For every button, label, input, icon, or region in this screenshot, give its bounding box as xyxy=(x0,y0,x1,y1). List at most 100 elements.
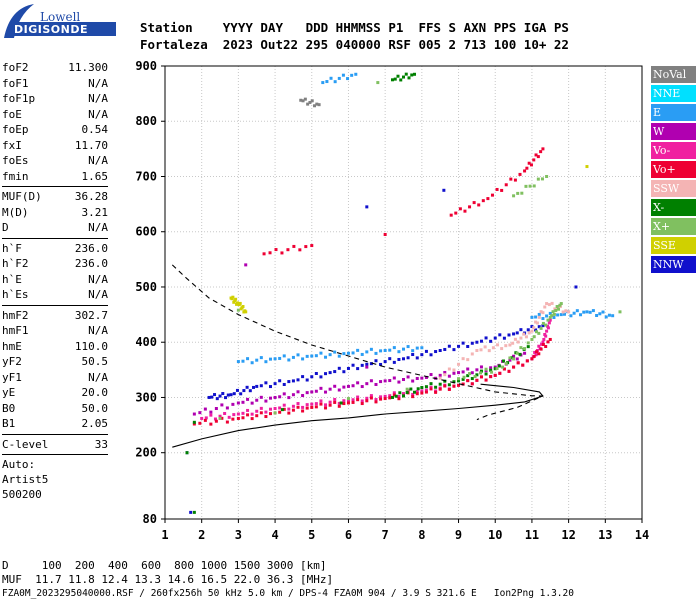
data-point xyxy=(526,341,530,345)
param-row: hmF2 302.7 xyxy=(2,308,108,324)
data-point xyxy=(547,321,551,325)
data-point xyxy=(303,97,307,101)
param-name: foF2 xyxy=(2,61,29,74)
data-point xyxy=(575,309,579,313)
data-point xyxy=(235,388,239,392)
data-point xyxy=(501,359,505,363)
data-point xyxy=(360,385,364,389)
data-point xyxy=(236,401,240,405)
data-point xyxy=(475,368,479,372)
data-point xyxy=(337,366,341,370)
param-divider xyxy=(2,186,108,187)
data-point xyxy=(365,350,369,354)
y-tick-label: 500 xyxy=(135,280,157,294)
auto-line: Auto: xyxy=(2,458,36,471)
data-point xyxy=(406,375,410,379)
data-point xyxy=(250,401,254,405)
data-point xyxy=(273,395,277,399)
param-value: 1.65 xyxy=(81,169,109,183)
data-point xyxy=(192,422,196,426)
plot-frame xyxy=(164,65,643,520)
data-point xyxy=(291,393,295,397)
data-point xyxy=(523,169,527,173)
param-row: fmin 1.65 xyxy=(2,169,108,185)
data-point xyxy=(484,367,488,371)
data-point xyxy=(365,362,369,366)
data-point xyxy=(374,398,378,402)
data-point xyxy=(537,325,541,329)
data-point xyxy=(507,369,511,373)
data-point xyxy=(351,400,355,404)
data-point xyxy=(501,365,505,369)
data-point xyxy=(341,73,345,77)
data-point xyxy=(388,379,392,383)
data-point xyxy=(310,244,314,248)
data-point xyxy=(246,397,250,401)
data-point xyxy=(504,344,508,348)
data-point xyxy=(342,399,346,403)
data-point xyxy=(515,331,519,335)
x-tick-label: 14 xyxy=(635,528,649,542)
data-point xyxy=(365,396,369,400)
data-point xyxy=(404,72,408,76)
data-point xyxy=(369,379,373,383)
data-point xyxy=(231,295,235,299)
data-point xyxy=(508,356,512,360)
data-point xyxy=(548,318,552,322)
data-point xyxy=(392,360,396,364)
data-point xyxy=(296,390,300,394)
data-point xyxy=(360,363,364,367)
data-point xyxy=(442,188,446,192)
data-point xyxy=(457,379,461,383)
header-labels: Station YYYY DAY DDD HHMMSS P1 FFS S AXN… xyxy=(140,20,569,35)
data-point xyxy=(390,78,394,82)
data-point xyxy=(236,416,240,420)
data-point xyxy=(213,393,217,397)
data-point xyxy=(328,387,332,391)
data-point xyxy=(209,410,213,414)
data-point xyxy=(546,326,550,330)
param-name: foF1p xyxy=(2,92,36,105)
y-tick-label: 600 xyxy=(135,225,157,239)
data-point xyxy=(299,98,303,102)
data-point xyxy=(321,81,325,85)
data-point xyxy=(406,345,410,349)
param-row: foF2 11.300 xyxy=(2,60,108,76)
param-row: foEp 0.54 xyxy=(2,122,108,138)
data-point xyxy=(523,351,527,355)
data-point xyxy=(546,324,550,328)
data-point xyxy=(518,172,522,176)
param-value: 236.0 xyxy=(74,257,108,270)
data-point xyxy=(305,403,309,407)
data-point xyxy=(457,362,461,366)
data-point xyxy=(346,366,350,370)
data-point xyxy=(493,367,497,371)
data-point xyxy=(532,335,536,339)
data-point xyxy=(516,361,520,365)
data-point xyxy=(475,340,479,344)
param-name: M(D) xyxy=(2,205,29,219)
data-point xyxy=(438,376,442,380)
data-point xyxy=(282,392,286,396)
data-point xyxy=(458,207,462,211)
data-point xyxy=(255,409,259,413)
param-name: hmE xyxy=(2,339,22,353)
data-point xyxy=(406,389,410,393)
data-point xyxy=(259,406,263,410)
data-point xyxy=(305,406,309,410)
data-point xyxy=(319,375,323,379)
data-point xyxy=(534,315,538,319)
data-point xyxy=(346,384,350,388)
model-curve xyxy=(171,264,544,421)
x-tick-label: 2 xyxy=(198,528,205,542)
data-point xyxy=(292,244,296,248)
data-point xyxy=(282,354,286,358)
data-point xyxy=(232,413,236,417)
data-point xyxy=(557,307,561,311)
data-point xyxy=(475,349,479,353)
data-point xyxy=(291,408,295,412)
data-point xyxy=(405,390,409,394)
data-point xyxy=(415,390,419,394)
param-divider xyxy=(2,237,108,239)
data-point xyxy=(533,350,537,354)
